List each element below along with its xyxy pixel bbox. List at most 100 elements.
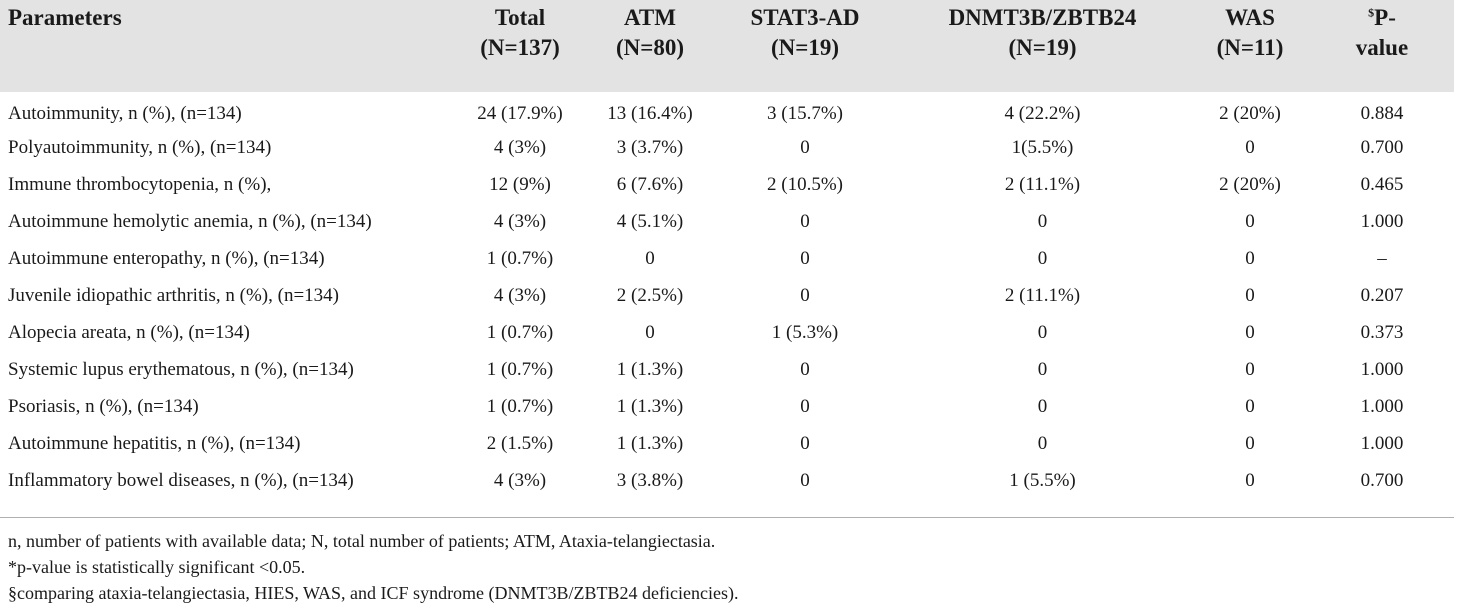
row-parameter-label: Autoimmune hemolytic anemia, n (%), (n=1…	[8, 210, 372, 232]
table-cell: 0	[1245, 136, 1255, 158]
table-row: Autoimmune hepatitis, n (%), (n=134) 2 (1…	[0, 425, 1454, 462]
table-cell: 4 (5.1%)	[616, 210, 684, 232]
table-bottom-rule	[0, 517, 1454, 518]
table-cell: 0.884	[1360, 102, 1404, 124]
header-dnmt3b-zbtb24: DNMT3B/ZBTB24 (N=19)	[948, 5, 1137, 60]
table-row: Autoimmunity, n (%), (n=134) 24 (17.9%) 13…	[0, 92, 1454, 129]
table-cell: 0	[1245, 432, 1255, 454]
row-parameter-label: Systemic lupus erythematous, n (%), (n=1…	[8, 358, 354, 380]
table-cell: 1 (1.3%)	[616, 432, 684, 454]
table-cell: 2 (2.5%)	[616, 284, 684, 306]
table-body: Autoimmunity, n (%), (n=134) 24 (17.9%) 13…	[0, 92, 1454, 499]
table-row: Immune thrombocytopenia, n (%), 12 (9%) 6 …	[0, 166, 1454, 203]
table-cell: 4 (22.2%)	[1004, 102, 1081, 124]
table-cell: 2 (20%)	[1219, 102, 1281, 124]
table-cell: 1 (5.5%)	[1009, 469, 1076, 491]
table-cell: 0	[1245, 469, 1255, 491]
table-cell: 0	[800, 358, 810, 380]
table-cell: 0	[1245, 247, 1255, 269]
table-cell: 1.000	[1360, 432, 1404, 454]
table-cell: 4 (3%)	[493, 136, 547, 158]
table-cell: 0	[1037, 432, 1048, 454]
header-was: WAS (N=11)	[1216, 5, 1284, 60]
header-stat3-ad: STAT3-AD (N=19)	[750, 5, 860, 60]
table-cell: 1 (1.3%)	[616, 358, 684, 380]
table-header-row: Parameters Total (N=137) ATM (N=80) STAT…	[0, 0, 1454, 92]
table-cell: 6 (7.6%)	[616, 173, 684, 195]
row-parameter-label: Juvenile idiopathic arthritis, n (%), (n…	[8, 284, 339, 306]
table-cell: 0	[1037, 358, 1048, 380]
table-cell: 1.000	[1360, 395, 1404, 417]
table-cell: 3 (15.7%)	[767, 102, 843, 124]
header-total: Total (N=137)	[480, 5, 560, 60]
row-parameter-label: Autoimmune enteropathy, n (%), (n=134)	[8, 247, 325, 269]
table-cell: 0	[1245, 210, 1255, 232]
p-value-superscript: $	[1368, 5, 1375, 20]
table-cell: 2 (11.1%)	[1004, 173, 1081, 195]
table-row: Alopecia areata, n (%), (n=134) 1 (0.7%) 0…	[0, 314, 1454, 351]
row-parameter-label: Autoimmune hepatitis, n (%), (n=134)	[8, 432, 301, 454]
footnote-comparison: §comparing ataxia-telangiectasia, HIES, …	[8, 583, 739, 603]
table-cell: 0	[1037, 321, 1048, 343]
table-cell: 0	[800, 210, 810, 232]
table-cell: 0	[800, 469, 810, 491]
table-cell: 0	[1037, 210, 1048, 232]
row-parameter-label: Autoimmunity, n (%), (n=134)	[8, 102, 242, 124]
table-cell: 0.207	[1360, 284, 1404, 306]
table-cell: 3 (3.8%)	[616, 469, 684, 491]
table-cell: –	[1377, 247, 1387, 269]
table-cell: 0	[645, 321, 655, 343]
header-parameters: Parameters	[8, 5, 122, 30]
table-cell: 24 (17.9%)	[477, 102, 563, 124]
table-cell: 1 (0.7%)	[486, 321, 554, 343]
table-cell: 0	[1245, 321, 1255, 343]
table-cell: 2 (20%)	[1219, 173, 1281, 195]
table-cell: 0.700	[1360, 469, 1404, 491]
row-parameter-label: Alopecia areata, n (%), (n=134)	[8, 321, 250, 343]
table-cell: 4 (3%)	[493, 210, 547, 232]
row-parameter-label: Inflammatory bowel diseases, n (%), (n=1…	[8, 469, 354, 491]
table-cell: 0	[800, 136, 810, 158]
table-cell: 0	[800, 247, 810, 269]
table-cell: 3 (3.7%)	[616, 136, 684, 158]
table-cell: 1.000	[1360, 210, 1404, 232]
table-footnotes: n, number of patients with available dat…	[8, 528, 739, 606]
table-cell: 1 (5.3%)	[771, 321, 839, 343]
table-cell: 2 (10.5%)	[767, 173, 843, 195]
table-cell: 4 (3%)	[493, 284, 547, 306]
header-atm: ATM (N=80)	[615, 5, 685, 60]
table-cell: 2 (11.1%)	[1004, 284, 1081, 306]
table-cell: 0	[1037, 247, 1048, 269]
table-cell: 1 (0.7%)	[486, 247, 554, 269]
table-row: Autoimmune hemolytic anemia, n (%), (n=1…	[0, 203, 1454, 240]
table-cell: 0	[645, 247, 655, 269]
table-row: Systemic lupus erythematous, n (%), (n=1…	[0, 351, 1454, 388]
row-parameter-label: Psoriasis, n (%), (n=134)	[8, 395, 199, 417]
table-row: Polyautoimmunity, n (%), (n=134) 4 (3%) 3 …	[0, 129, 1454, 166]
table-cell: 0	[1037, 395, 1048, 417]
table-cell: 0	[800, 395, 810, 417]
table-row: Psoriasis, n (%), (n=134) 1 (0.7%) 1 (1.3%…	[0, 388, 1454, 425]
header-p-value: $P- value	[1355, 5, 1409, 60]
table-cell: 2 (1.5%)	[486, 432, 554, 454]
table-cell: 0.465	[1360, 173, 1404, 195]
autoimmunity-table: Parameters Total (N=137) ATM (N=80) STAT…	[0, 0, 1454, 499]
table-cell: 0	[800, 432, 810, 454]
table-cell: 0	[1245, 395, 1255, 417]
table-cell: 1 (0.7%)	[486, 395, 554, 417]
table-cell: 1 (0.7%)	[486, 358, 554, 380]
table-cell: 0	[1245, 284, 1255, 306]
footnote-significance: *p-value is statistically significant <0…	[8, 557, 306, 577]
table-cell: 4 (3%)	[493, 469, 547, 491]
table-cell: 0	[1245, 358, 1255, 380]
table-row: Juvenile idiopathic arthritis, n (%), (n…	[0, 277, 1454, 314]
table-row: Inflammatory bowel diseases, n (%), (n=1…	[0, 462, 1454, 499]
table-cell: 1.000	[1360, 358, 1404, 380]
table-cell: 13 (16.4%)	[607, 102, 693, 124]
table-cell: 12 (9%)	[489, 173, 551, 195]
table-cell: 1(5.5%)	[1011, 136, 1074, 158]
row-parameter-label: Polyautoimmunity, n (%), (n=134)	[8, 136, 272, 158]
table-cell: 0.373	[1360, 321, 1404, 343]
table-cell: 0.700	[1360, 136, 1404, 158]
